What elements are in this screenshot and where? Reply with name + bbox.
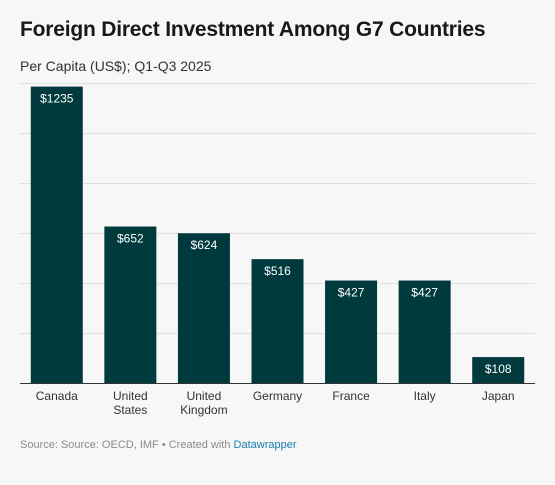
bar bbox=[325, 280, 378, 383]
bar bbox=[251, 259, 304, 383]
bar bbox=[177, 233, 230, 383]
value-labels: $1235 $652 $624 $516 $427 $427 $108 bbox=[40, 92, 512, 376]
bar bbox=[472, 357, 525, 383]
bar-value-label: $624 bbox=[191, 238, 218, 252]
bar-value-label: $427 bbox=[338, 286, 365, 300]
category-label: Canada bbox=[36, 389, 78, 403]
bar bbox=[30, 86, 83, 383]
chart-title: Foreign Direct Investment Among G7 Count… bbox=[20, 18, 486, 41]
category-label: States bbox=[113, 403, 147, 417]
category-label: United bbox=[113, 389, 148, 403]
category-label: Italy bbox=[414, 389, 436, 403]
bar-value-label: $427 bbox=[411, 286, 438, 300]
bars bbox=[30, 86, 525, 383]
bar-value-label: $108 bbox=[485, 362, 512, 376]
bar-value-label: $652 bbox=[117, 232, 144, 246]
chart-subtitle: Per Capita (US$); Q1-Q3 2025 bbox=[20, 58, 212, 74]
bar-value-label: $516 bbox=[264, 264, 291, 278]
category-label: Germany bbox=[253, 389, 302, 403]
bar bbox=[398, 280, 451, 383]
category-label: Japan bbox=[482, 389, 515, 403]
datawrapper-link[interactable]: Datawrapper bbox=[233, 439, 297, 451]
category-label: France bbox=[332, 389, 370, 403]
footer: Source: Source: OECD, IMF • Created with… bbox=[20, 439, 297, 451]
bar-value-label: $1235 bbox=[40, 92, 74, 106]
category-label: United bbox=[187, 389, 222, 403]
source-note: Source: Source: OECD, IMF • Created with bbox=[20, 439, 234, 451]
bar bbox=[104, 226, 157, 383]
category-label: Kingdom bbox=[180, 403, 227, 417]
